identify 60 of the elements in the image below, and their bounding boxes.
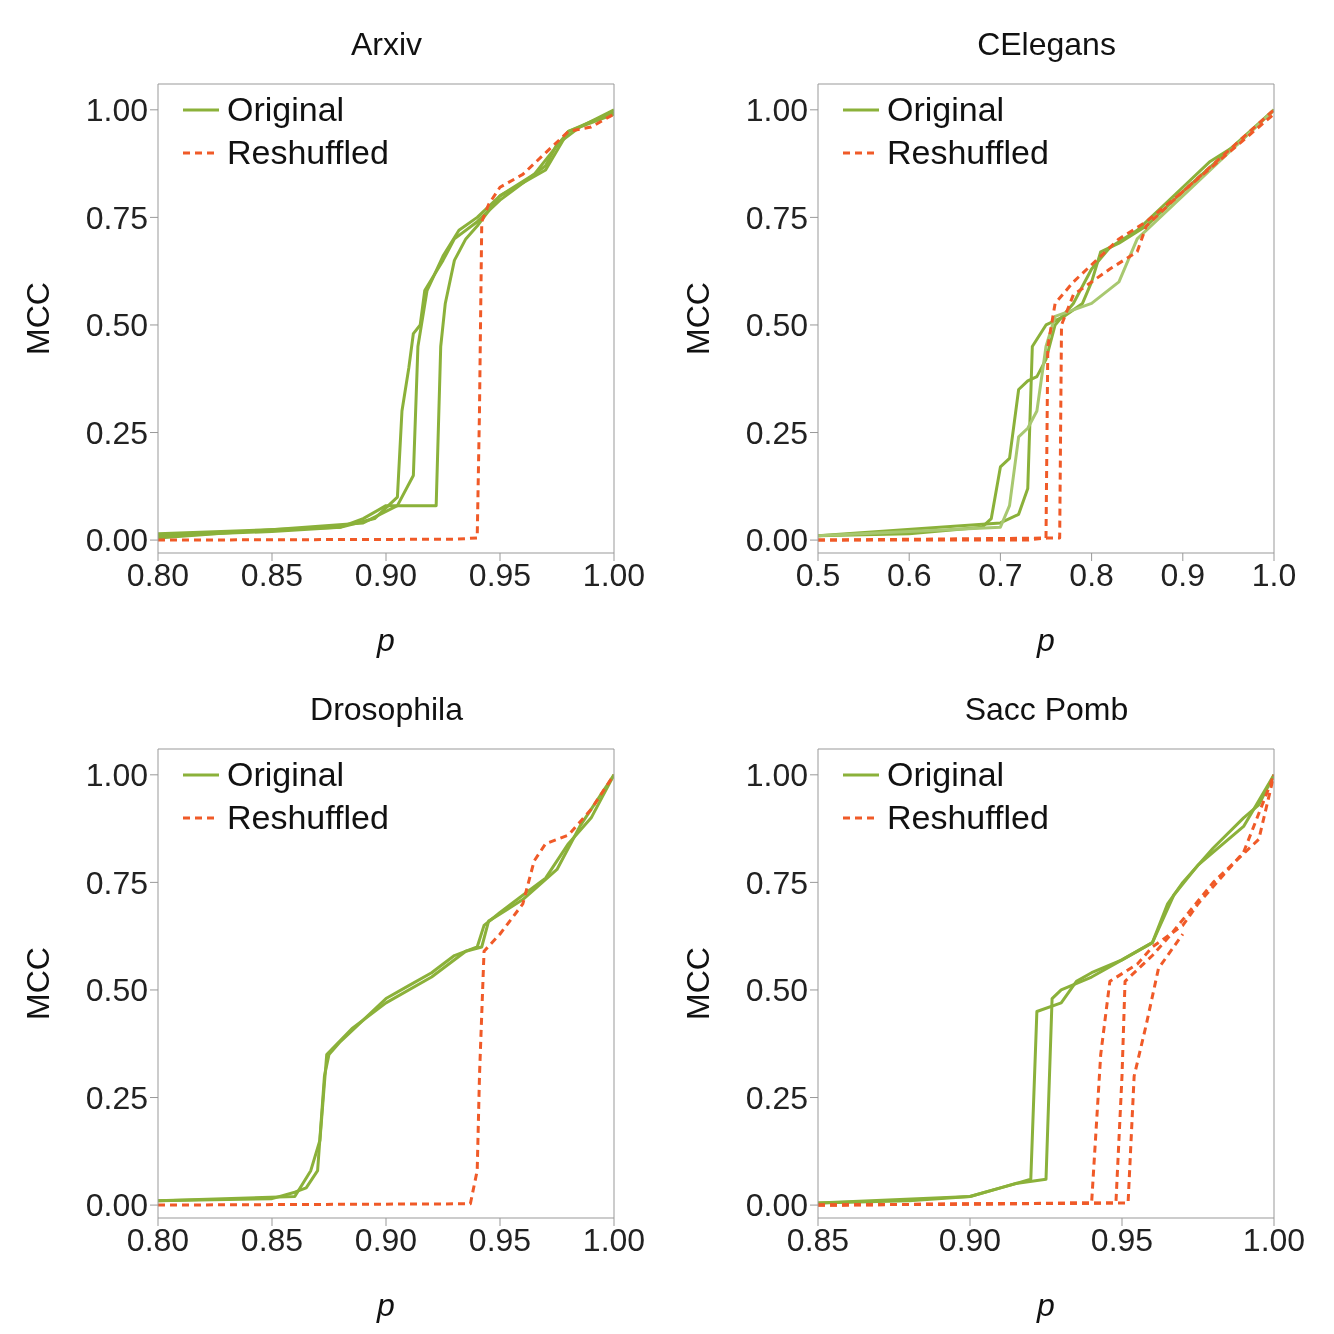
- x-tick-label: 1.00: [1242, 1221, 1306, 1258]
- x-tick-label: 0.7: [978, 556, 1023, 593]
- y-tick-label: 0.75: [85, 864, 148, 901]
- x-tick-label: 0.85: [240, 1221, 304, 1258]
- x-tick-label: 0.85: [786, 1221, 850, 1258]
- x-tick-label: 0.85: [240, 556, 304, 593]
- y-tick-label: 0.50: [85, 972, 148, 1009]
- x-tick-label: 0.90: [354, 556, 418, 593]
- y-tick-label: 0.75: [745, 199, 808, 236]
- x-tick-label: 0.8: [1069, 556, 1114, 593]
- x-tick-label: 0.9: [1160, 556, 1206, 593]
- chart-title: Drosophila: [309, 691, 464, 728]
- y-tick-label: 0.50: [745, 972, 808, 1009]
- y-axis-title: MCC: [680, 947, 717, 1020]
- y-tick-label: 0.00: [745, 522, 808, 559]
- x-tick-label: 1.00: [582, 556, 646, 593]
- legend-label: Original: [227, 90, 345, 129]
- y-tick-label: 0.25: [85, 414, 148, 451]
- y-tick-label: 0.00: [85, 522, 148, 559]
- y-axis-title: MCC: [20, 947, 57, 1020]
- y-tick-label: 0.75: [85, 199, 148, 236]
- y-tick-label: 0.25: [745, 1079, 808, 1116]
- x-tick-label: 1.00: [582, 1221, 646, 1258]
- x-tick-label: 0.95: [468, 556, 532, 593]
- x-tick-label: 0.80: [126, 1221, 190, 1258]
- x-axis-title: p: [1036, 622, 1055, 658]
- y-tick-label: 0.50: [85, 307, 148, 344]
- y-tick-label: 1.00: [85, 757, 148, 794]
- legend-label: Reshuffled: [227, 798, 389, 837]
- y-tick-label: 1.00: [745, 757, 808, 794]
- y-tick-label: 0.00: [85, 1187, 148, 1224]
- y-axis-title: MCC: [20, 282, 57, 355]
- y-tick-label: 1.00: [85, 92, 148, 129]
- x-tick-label: 0.6: [886, 556, 932, 593]
- chart-title: Arxiv: [349, 26, 424, 63]
- y-tick-label: 0.00: [745, 1187, 808, 1224]
- legend-label: Original: [887, 755, 1005, 794]
- legend-label: Reshuffled: [887, 133, 1049, 172]
- legend-label: Reshuffled: [227, 133, 389, 172]
- legend-label: Reshuffled: [887, 798, 1049, 837]
- x-axis-title: p: [376, 622, 395, 658]
- legend-label: Original: [227, 755, 345, 794]
- x-axis-title: p: [1036, 1287, 1055, 1323]
- x-tick-label: 0.5: [795, 556, 841, 593]
- y-tick-label: 0.50: [745, 307, 808, 344]
- x-tick-label: 0.95: [1090, 1221, 1154, 1258]
- x-tick-label: 0.90: [354, 1221, 418, 1258]
- x-axis-title: p: [376, 1287, 395, 1323]
- x-tick-label: 0.90: [938, 1221, 1002, 1258]
- chart-title: Sacc Pomb: [963, 691, 1130, 728]
- y-axis-title: MCC: [680, 282, 717, 355]
- legend-label: Original: [887, 90, 1005, 129]
- x-tick-label: 1.0: [1251, 556, 1297, 593]
- x-tick-label: 0.80: [126, 556, 190, 593]
- y-tick-label: 0.75: [745, 864, 808, 901]
- y-tick-label: 0.25: [745, 414, 808, 451]
- x-tick-label: 0.95: [468, 1221, 532, 1258]
- y-tick-label: 1.00: [745, 92, 808, 129]
- y-tick-label: 0.25: [85, 1079, 148, 1116]
- chart-title: CElegans: [976, 26, 1117, 63]
